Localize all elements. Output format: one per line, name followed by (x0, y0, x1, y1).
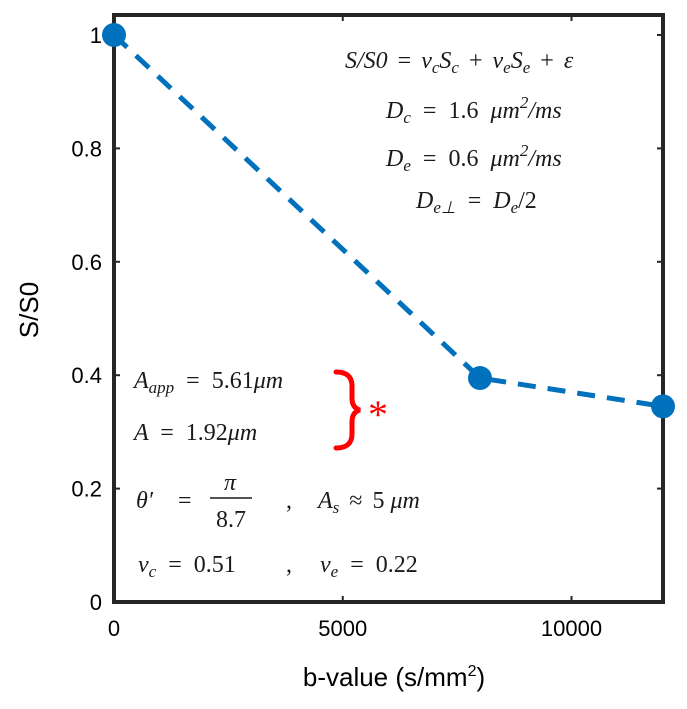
x-tick-label: 5000 (318, 616, 367, 641)
svg-text:vc = 0.51: vc = 0.51 (138, 552, 236, 583)
y-tick-label: 0.6 (71, 250, 102, 275)
y-tick-label: 0.8 (71, 136, 102, 161)
svg-text:A = 1.92μm: A = 1.92μm (132, 420, 257, 446)
data-point (651, 394, 675, 419)
svg-text:θ′: θ′ (136, 488, 154, 514)
svg-text:As≈5μm: As ≈5 μm (316, 488, 420, 517)
fractions-equation: vc = 0.51 , ve = 0.22 (138, 552, 418, 583)
svg-text:π: π (224, 470, 237, 496)
svg-text:Dc = 1.6 μm2: Dc = 1.6 μm2/ms (385, 93, 562, 129)
svg-text:S/S0 = vcSc: S/S0 = vcSc + veSe + ε (345, 48, 574, 79)
svg-text:De = 0.6 μm2: De = 0.6 μm2/ms (385, 141, 562, 177)
plot-frame (112, 13, 665, 604)
y-tick-label: 0 (90, 590, 102, 615)
svg-text:De⊥ = De/2: De⊥ = De/2 (415, 188, 537, 219)
significance-star: * (368, 392, 388, 437)
model-equation: S/S0 = vcSc + veSe + ε (345, 48, 574, 79)
data-point (468, 366, 492, 391)
dc-equation: Dc = 1.6 μm2/ms (385, 93, 562, 129)
svg-text:,: , (286, 552, 292, 578)
theta-equation: θ′ = π 8.7 , As ≈5 μm (136, 470, 420, 533)
x-tick-label: 0 (108, 616, 120, 641)
svg-text:,: , (286, 488, 292, 514)
x-axis-label: b-value (s/mm2) (303, 662, 485, 692)
aapp-equation: Aapp = 5.61μm (132, 368, 283, 399)
red-curly-brace (333, 369, 361, 451)
a-equation: A = 1.92μm (132, 420, 257, 446)
series-line (112, 33, 664, 409)
de-equation: De = 0.6 μm2/ms (385, 141, 562, 177)
y-tick-label: 1 (90, 23, 102, 48)
x-tick-label: 10000 (541, 616, 602, 641)
data-point (102, 23, 126, 47)
deperp-equation: De⊥ = De/2 (415, 188, 537, 219)
svg-text:=: = (178, 488, 192, 514)
svg-text:8.7: 8.7 (216, 507, 246, 533)
svg-text:Aapp = 5.61μm: Aapp = 5.61μm (132, 368, 283, 399)
svg-text:ve = 0.22: ve = 0.22 (320, 552, 418, 583)
y-tick-label: 0.2 (71, 477, 102, 502)
y-tick-label: 0.4 (71, 363, 102, 388)
y-axis-label: S/S0 (14, 282, 44, 338)
